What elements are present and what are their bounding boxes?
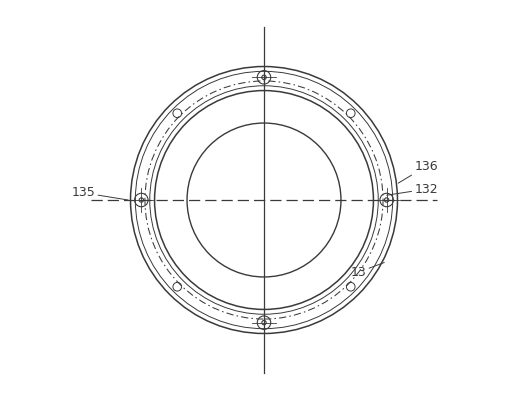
Text: 13: 13 <box>351 262 384 279</box>
Text: 135: 135 <box>72 186 128 200</box>
Text: 132: 132 <box>386 183 438 196</box>
Text: 136: 136 <box>398 160 438 183</box>
